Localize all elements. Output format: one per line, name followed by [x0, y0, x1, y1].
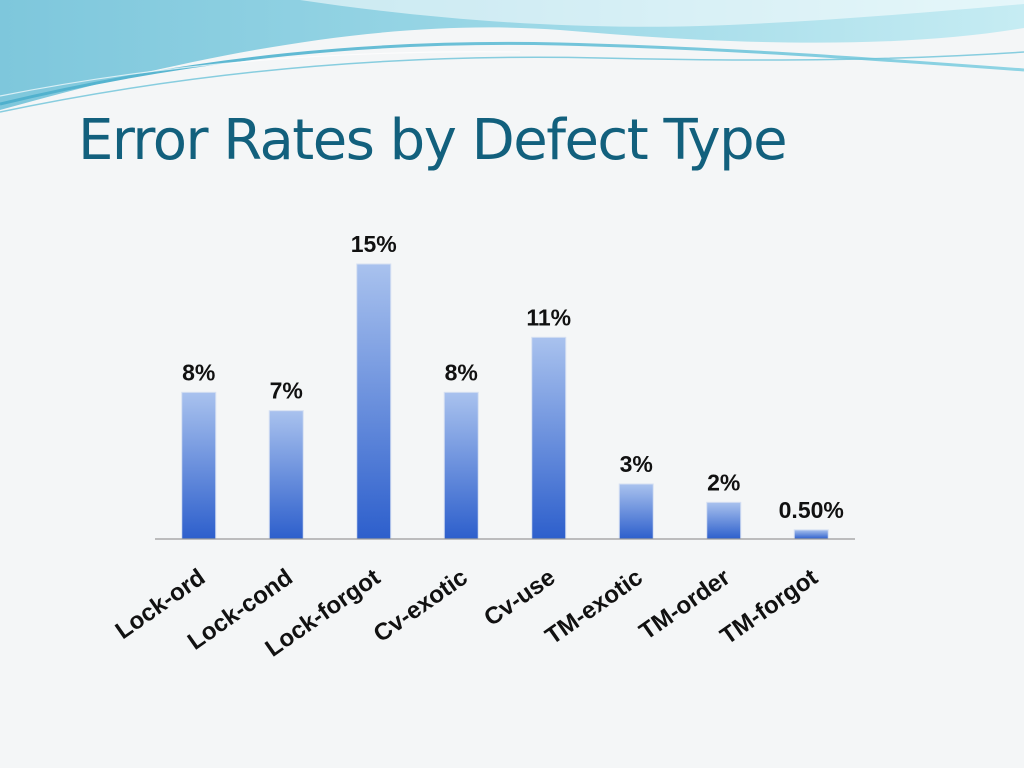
- value-label-lock-cond: 7%: [270, 378, 303, 404]
- bar-lock-ord: [181, 391, 217, 540]
- bar-tm-forgot: [793, 529, 829, 540]
- value-label-tm-order: 2%: [707, 469, 740, 495]
- bar-tm-order: [706, 501, 742, 540]
- header-wave-decoration: [0, 0, 1024, 113]
- category-label-tm-exotic: TM-exotic: [540, 564, 647, 650]
- value-label-tm-forgot: 0.50%: [779, 497, 844, 523]
- bar-cv-exotic: [443, 391, 479, 540]
- bars-group: [181, 263, 829, 540]
- bar-lock-cond: [268, 410, 304, 540]
- bar-tm-exotic: [618, 483, 654, 540]
- category-label-tm-forgot: TM-forgot: [715, 564, 822, 650]
- value-label-tm-exotic: 3%: [620, 451, 653, 477]
- value-label-cv-use: 11%: [526, 304, 571, 330]
- bar-cv-use: [531, 336, 567, 540]
- value-labels-group: 8% 7% 15% 8% 11% 3% 2% 0.50%: [182, 231, 844, 523]
- value-label-cv-exotic: 8%: [445, 359, 478, 385]
- value-label-lock-forgot: 15%: [351, 231, 397, 257]
- value-label-lock-ord: 8%: [182, 359, 215, 385]
- bar-lock-forgot: [356, 263, 392, 540]
- category-label-cv-exotic: Cv-exotic: [369, 564, 473, 648]
- slide-title: Error Rates by Defect Type: [78, 108, 788, 173]
